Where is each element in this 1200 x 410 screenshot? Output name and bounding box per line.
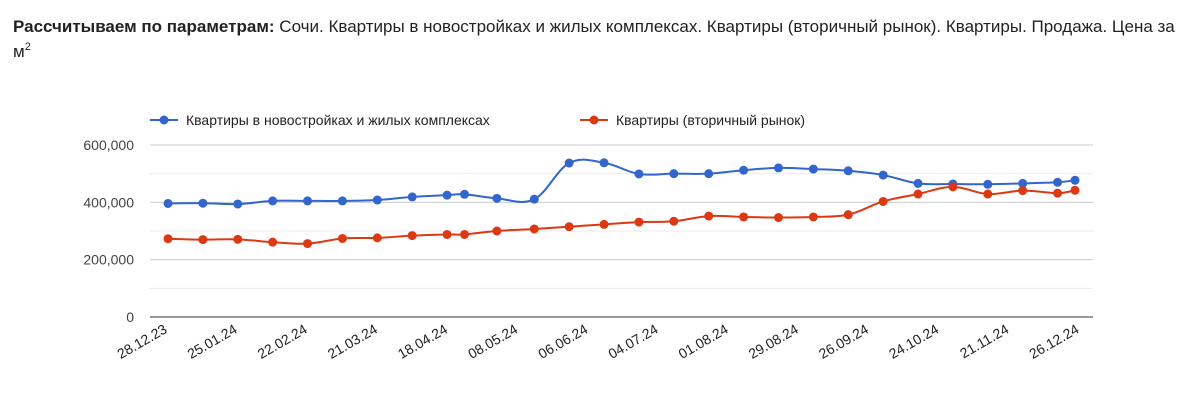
data-point[interactable] xyxy=(163,234,173,244)
x-tick-label: 26.12.24 xyxy=(1026,321,1081,362)
y-tick-label: 600,000 xyxy=(83,137,134,153)
data-point[interactable] xyxy=(442,190,452,200)
data-point[interactable] xyxy=(1018,186,1028,196)
data-point[interactable] xyxy=(634,217,644,227)
data-point[interactable] xyxy=(913,178,923,188)
gridlines xyxy=(150,144,1093,318)
x-tick-label: 21.03.24 xyxy=(325,321,380,362)
x-axis-ticks: 28.12.23 25.01.24 22.02.24 21.03.24 18.04.24… xyxy=(114,321,1081,362)
y-axis-ticks: 0 200,000 400,000 600,000 xyxy=(83,137,134,325)
data-point[interactable] xyxy=(599,219,609,229)
legend-marker-icon xyxy=(589,115,599,125)
heading-label: Рассчитываем по параметрам: xyxy=(13,17,275,36)
data-point[interactable] xyxy=(704,211,714,221)
data-point[interactable] xyxy=(948,182,958,192)
data-point[interactable] xyxy=(808,212,818,222)
data-point[interactable] xyxy=(913,189,923,199)
data-point[interactable] xyxy=(599,158,609,168)
data-point[interactable] xyxy=(669,216,679,226)
data-point[interactable] xyxy=(198,235,208,245)
legend[interactable]: Квартиры в новостройках и жилых комплекс… xyxy=(150,112,805,128)
x-tick-label: 21.11.24 xyxy=(957,321,1011,362)
y-tick-label: 400,000 xyxy=(83,194,134,210)
legend-label: Квартиры в новостройках и жилых комплекс… xyxy=(186,112,490,128)
series-line-1 xyxy=(167,158,1076,206)
data-point[interactable] xyxy=(843,210,853,220)
legend-label: Квартиры (вторичный рынок) xyxy=(616,112,805,128)
data-point[interactable] xyxy=(303,196,313,206)
heading-superscript: 2 xyxy=(24,41,31,53)
data-point[interactable] xyxy=(529,224,539,234)
data-point[interactable] xyxy=(634,169,644,179)
data-point[interactable] xyxy=(878,170,888,180)
x-tick-label: 04.07.24 xyxy=(605,321,660,362)
data-point[interactable] xyxy=(198,198,208,208)
data-point[interactable] xyxy=(1053,177,1063,187)
x-tick-label: 06.06.24 xyxy=(535,321,590,362)
x-tick-label: 28.12.23 xyxy=(114,321,169,362)
data-point[interactable] xyxy=(268,237,278,247)
x-tick-label: 24.10.24 xyxy=(886,321,941,362)
y-tick-label: 200,000 xyxy=(83,252,134,268)
legend-marker-icon xyxy=(159,115,169,125)
data-point[interactable] xyxy=(808,164,818,174)
data-point[interactable] xyxy=(843,166,853,176)
y-tick-label: 0 xyxy=(126,309,134,325)
data-point[interactable] xyxy=(460,189,470,199)
x-tick-label: 29.08.24 xyxy=(746,321,801,362)
data-point[interactable] xyxy=(878,196,888,206)
x-tick-label: 25.01.24 xyxy=(184,321,239,362)
series-line-2 xyxy=(167,185,1076,245)
data-point[interactable] xyxy=(492,193,502,203)
data-point[interactable] xyxy=(372,195,382,205)
data-point[interactable] xyxy=(1070,185,1080,195)
data-point[interactable] xyxy=(268,196,278,206)
series-group xyxy=(163,158,1080,249)
data-point[interactable] xyxy=(564,158,574,168)
data-point[interactable] xyxy=(739,165,749,175)
x-tick-label: 01.08.24 xyxy=(676,321,731,362)
data-point[interactable] xyxy=(983,189,993,199)
data-point[interactable] xyxy=(529,194,539,204)
x-tick-label: 18.04.24 xyxy=(395,321,450,362)
data-point[interactable] xyxy=(1070,175,1080,185)
data-point[interactable] xyxy=(460,229,470,239)
data-point[interactable] xyxy=(233,199,243,209)
x-tick-label: 08.05.24 xyxy=(465,321,520,362)
data-point[interactable] xyxy=(372,233,382,243)
legend-item-2[interactable]: Квартиры (вторичный рынок) xyxy=(580,112,805,128)
data-point[interactable] xyxy=(739,212,749,222)
data-point[interactable] xyxy=(773,163,783,173)
data-point[interactable] xyxy=(337,233,347,243)
data-point[interactable] xyxy=(1018,178,1028,188)
x-tick-label: 26.09.24 xyxy=(816,321,871,362)
data-point[interactable] xyxy=(407,192,417,202)
data-point[interactable] xyxy=(233,234,243,244)
data-point[interactable] xyxy=(669,169,679,179)
data-point[interactable] xyxy=(564,222,574,232)
data-point[interactable] xyxy=(407,231,417,241)
data-point[interactable] xyxy=(704,169,714,179)
data-point[interactable] xyxy=(492,226,502,236)
data-point[interactable] xyxy=(163,198,173,208)
x-tick-label: 22.02.24 xyxy=(255,321,310,362)
heading-text: Сочи. Квартиры в новостройках и жилых ко… xyxy=(13,17,1175,61)
data-point[interactable] xyxy=(983,179,993,189)
chart-heading: Рассчитываем по параметрам: Сочи. Кварти… xyxy=(13,14,1193,64)
data-point[interactable] xyxy=(773,213,783,223)
data-point[interactable] xyxy=(303,239,313,249)
legend-item-1[interactable]: Квартиры в новостройках и жилых комплекс… xyxy=(150,112,490,128)
data-point[interactable] xyxy=(1053,188,1063,198)
data-point[interactable] xyxy=(442,229,452,239)
data-point[interactable] xyxy=(337,196,347,206)
